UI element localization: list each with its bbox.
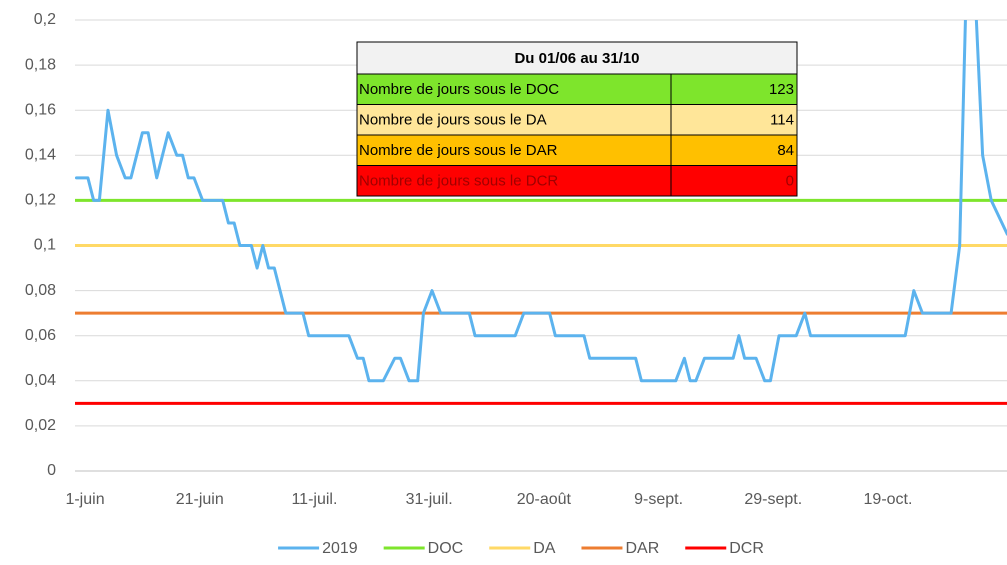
legend-label: 2019 — [322, 540, 358, 557]
table-cell — [670, 165, 798, 197]
y-tick-label: 0,2 — [34, 11, 56, 28]
line-series — [75, 20, 1007, 383]
y-tick-label: 0,04 — [25, 372, 56, 389]
x-tick-label: 31-juil. — [406, 491, 453, 508]
table-value: 123 — [769, 81, 794, 98]
y-tick-label: 0,14 — [25, 147, 56, 164]
legend-label: DAR — [625, 540, 659, 557]
table-cell — [356, 134, 672, 166]
y-tick-label: 0,08 — [25, 282, 56, 299]
y-tick-label: 0,06 — [25, 327, 56, 344]
table-value: 0 — [786, 173, 794, 190]
table-cell — [356, 165, 672, 197]
plot-area — [75, 20, 1007, 405]
x-tick-label: 1-juin — [65, 491, 104, 508]
y-tick-label: 0,16 — [25, 101, 56, 118]
table-value: 114 — [770, 112, 794, 129]
legend-label: DA — [533, 540, 556, 557]
x-tick-label: 20-août — [517, 491, 572, 508]
x-tick-label: 29-sept. — [744, 491, 802, 508]
x-tick-label: 9-sept. — [634, 491, 683, 508]
table-title: Du 01/06 au 31/10 — [514, 50, 639, 67]
table-cell — [670, 104, 798, 136]
x-tick-label: 11-juil. — [291, 491, 337, 508]
table-label: Nombre de jours sous le DOC — [359, 81, 559, 98]
y-tick-label: 0,18 — [25, 56, 56, 73]
x-tick-label: 19-oct. — [864, 491, 913, 508]
table-value: 84 — [777, 142, 794, 159]
table-label: Nombre de jours sous le DCR — [359, 173, 558, 190]
legend-label: DOC — [428, 540, 464, 557]
legend-label: DCR — [729, 540, 764, 557]
y-tick-label: 0,02 — [25, 417, 56, 434]
table-label: Nombre de jours sous le DA — [359, 112, 547, 129]
y-tick-label: 0 — [47, 462, 56, 479]
table-cell — [670, 134, 798, 166]
y-tick-label: 0,12 — [25, 192, 56, 209]
y-tick-label: 0,1 — [34, 237, 56, 254]
x-tick-label: 21-juin — [176, 491, 224, 508]
table-label: Nombre de jours sous le DAR — [359, 142, 558, 159]
